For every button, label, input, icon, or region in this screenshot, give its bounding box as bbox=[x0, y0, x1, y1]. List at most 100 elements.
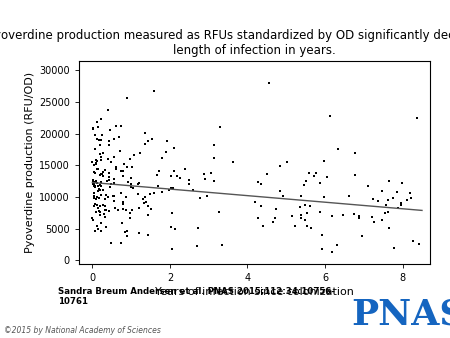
Point bbox=[167, 174, 174, 179]
Point bbox=[101, 196, 108, 201]
Point bbox=[397, 202, 405, 207]
Point bbox=[125, 179, 132, 185]
Title: Pyoverdine production measured as RFUs standardized by OD significantly decrease: Pyoverdine production measured as RFUs s… bbox=[0, 29, 450, 57]
Point bbox=[277, 164, 284, 169]
Point bbox=[102, 203, 109, 209]
Point bbox=[210, 156, 217, 161]
Point bbox=[97, 213, 104, 218]
Point bbox=[150, 190, 158, 196]
Point bbox=[384, 197, 392, 203]
Point bbox=[114, 208, 121, 213]
Point bbox=[254, 216, 261, 221]
Point bbox=[189, 187, 197, 192]
Point bbox=[116, 134, 123, 140]
Point bbox=[126, 215, 134, 220]
Point bbox=[105, 156, 112, 162]
Point bbox=[127, 175, 135, 181]
Point bbox=[90, 125, 97, 131]
Point bbox=[370, 219, 377, 224]
Point bbox=[94, 119, 101, 124]
Point bbox=[89, 181, 96, 187]
Point bbox=[260, 223, 267, 228]
Point bbox=[111, 136, 118, 142]
Point bbox=[351, 150, 358, 155]
Point bbox=[297, 215, 305, 221]
Point bbox=[148, 136, 155, 142]
Point bbox=[385, 225, 392, 230]
Point bbox=[99, 173, 107, 179]
Point bbox=[167, 185, 174, 191]
Point bbox=[90, 190, 98, 195]
Point bbox=[356, 216, 363, 221]
Point bbox=[90, 217, 97, 222]
Point bbox=[107, 182, 114, 187]
Point bbox=[306, 171, 313, 176]
Point bbox=[327, 113, 334, 119]
Point bbox=[399, 181, 406, 186]
Point bbox=[127, 182, 135, 187]
Point bbox=[378, 188, 385, 194]
Point bbox=[104, 156, 112, 162]
Point bbox=[98, 157, 105, 163]
Point bbox=[297, 204, 304, 210]
Point bbox=[211, 143, 218, 148]
Point bbox=[122, 230, 129, 235]
Point bbox=[170, 168, 177, 174]
Point bbox=[284, 159, 291, 165]
Point bbox=[97, 203, 104, 209]
Point bbox=[98, 116, 105, 121]
Point bbox=[92, 147, 99, 152]
Point bbox=[169, 185, 176, 190]
Point bbox=[257, 203, 265, 209]
Point bbox=[302, 217, 309, 223]
Point bbox=[111, 154, 118, 159]
Point bbox=[107, 128, 114, 133]
Point bbox=[91, 179, 99, 185]
Point bbox=[92, 132, 99, 138]
Point bbox=[333, 242, 340, 247]
Point bbox=[106, 184, 113, 190]
Point bbox=[266, 80, 273, 85]
Point bbox=[119, 173, 126, 178]
Point bbox=[254, 179, 261, 184]
Point bbox=[340, 212, 347, 218]
Point bbox=[406, 190, 414, 195]
Point bbox=[407, 195, 414, 201]
Point bbox=[122, 207, 129, 213]
Point bbox=[112, 166, 119, 172]
Point bbox=[122, 194, 130, 200]
Point bbox=[110, 193, 117, 199]
Point bbox=[90, 195, 98, 200]
Point bbox=[92, 184, 99, 190]
Point bbox=[218, 242, 225, 247]
Point bbox=[102, 192, 109, 197]
Point bbox=[146, 191, 153, 196]
Point bbox=[168, 210, 176, 215]
Point bbox=[174, 173, 181, 178]
Point bbox=[98, 172, 105, 177]
Point bbox=[142, 141, 149, 146]
Point bbox=[94, 136, 101, 142]
Point bbox=[102, 167, 109, 172]
Point bbox=[272, 215, 279, 221]
Point bbox=[136, 150, 144, 155]
Point bbox=[112, 123, 120, 128]
Point bbox=[94, 166, 101, 172]
Point bbox=[147, 207, 154, 212]
Point bbox=[106, 139, 113, 144]
Point bbox=[95, 186, 102, 192]
Point bbox=[270, 219, 277, 224]
Point bbox=[374, 199, 382, 204]
Point bbox=[94, 159, 101, 164]
Point bbox=[128, 165, 135, 170]
Point bbox=[386, 179, 393, 184]
Point bbox=[119, 207, 126, 212]
Point bbox=[263, 172, 270, 177]
Point bbox=[98, 193, 105, 198]
Point bbox=[303, 178, 310, 184]
Point bbox=[98, 220, 105, 225]
Point bbox=[106, 185, 113, 190]
Point bbox=[110, 180, 117, 186]
Point bbox=[90, 194, 98, 199]
Point bbox=[153, 172, 160, 178]
